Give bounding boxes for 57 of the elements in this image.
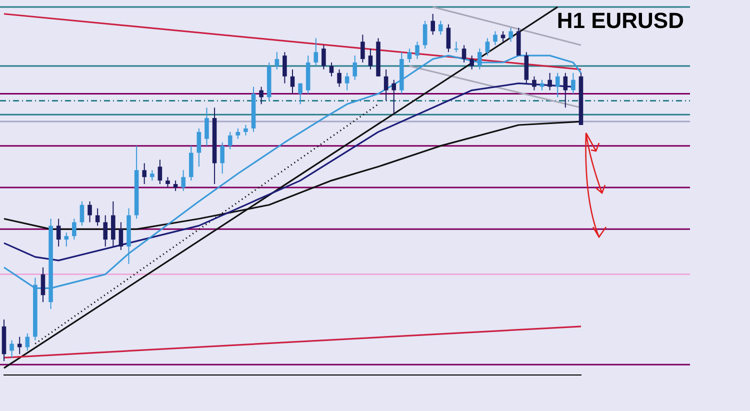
- candlestick: [462, 44, 466, 63]
- candlestick: [196, 128, 202, 168]
- candlestick: [181, 170, 186, 192]
- candlestick: [548, 72, 552, 91]
- candlestick: [392, 79, 396, 116]
- candlestick: [298, 82, 302, 105]
- candlestick: [25, 332, 30, 352]
- candlestick: [244, 124, 248, 136]
- candlestick: [438, 20, 443, 36]
- candlestick: [274, 52, 280, 70]
- candlestick: [259, 86, 264, 105]
- candlestick: [407, 48, 412, 63]
- candlestick: [314, 38, 318, 66]
- candlestick: [344, 72, 350, 91]
- candlestick: [64, 232, 69, 248]
- candlestick: [72, 218, 76, 240]
- candlestick: [220, 142, 224, 174]
- candlestick: [173, 180, 178, 192]
- candlestick: [322, 44, 326, 70]
- candlestick: [329, 62, 334, 77]
- candlestick: [563, 72, 568, 108]
- candlestick: [40, 266, 46, 303]
- candlestick: [415, 41, 420, 60]
- candlestick: [485, 38, 490, 56]
- candlestick: [532, 76, 536, 91]
- candlestick: [454, 41, 458, 53]
- candlestick: [555, 72, 560, 98]
- candlestick: [150, 170, 154, 182]
- candlestick: [204, 107, 209, 146]
- candlestick: [158, 159, 162, 185]
- candlestick: [446, 24, 451, 53]
- chart-title: H1 EURUSD: [556, 8, 684, 34]
- candlestick: [10, 340, 14, 358]
- candlestick: [103, 214, 108, 248]
- candlestick: [80, 200, 84, 226]
- candlestick: [500, 30, 506, 42]
- candlestick: [384, 68, 388, 102]
- candlestick: [470, 55, 474, 70]
- candlestick: [118, 222, 124, 250]
- candlestick: [430, 13, 435, 36]
- candlestick: [88, 200, 92, 223]
- candlestick: [368, 48, 373, 70]
- candlestick: [228, 131, 232, 150]
- candlestick: [422, 20, 428, 50]
- candlestick: [142, 162, 146, 185]
- candlestick: [166, 176, 170, 188]
- candlestick: [352, 55, 358, 80]
- candlestick: [290, 68, 295, 94]
- candlestick: [508, 27, 513, 42]
- candlestick: [282, 52, 287, 84]
- candlestick: [56, 218, 61, 248]
- candlestick: [236, 128, 240, 140]
- candlestick: [337, 68, 342, 88]
- candlestick: [360, 34, 365, 63]
- candlestick: [540, 79, 544, 91]
- candlestick: [493, 30, 498, 46]
- candlestick: [571, 72, 576, 94]
